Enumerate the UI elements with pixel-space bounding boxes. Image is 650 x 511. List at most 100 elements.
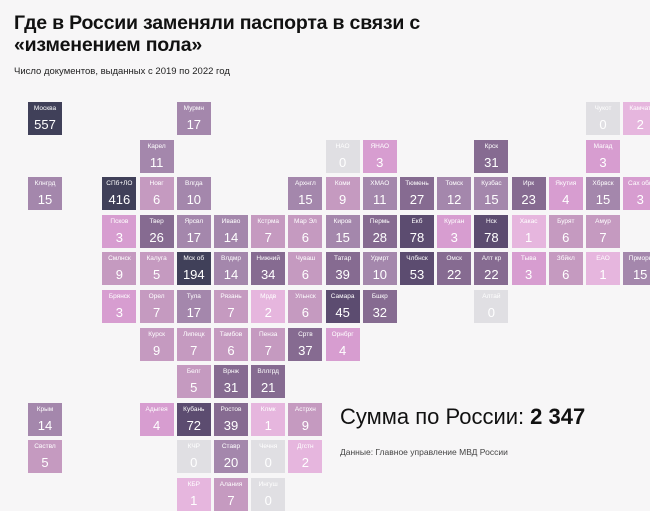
region-name: Адыгея bbox=[145, 405, 168, 413]
region-tile: Коми 9 bbox=[325, 177, 360, 211]
region-name: Курск bbox=[148, 330, 165, 338]
region-tile: Тамбов 6 bbox=[214, 327, 248, 361]
region-name: Белг bbox=[186, 368, 201, 376]
region-tile: Хакас 1 bbox=[511, 214, 546, 248]
region-name: Смлнск bbox=[108, 255, 131, 263]
region-value: 45 bbox=[335, 305, 350, 320]
region-value: 7 bbox=[227, 305, 235, 320]
region-name: КЧР bbox=[187, 443, 201, 451]
region-tile: КЧР 0 bbox=[176, 440, 211, 474]
region-value: 3 bbox=[115, 229, 123, 245]
region-name: Рязань bbox=[220, 293, 242, 300]
region-value: 6 bbox=[301, 229, 309, 245]
region-name: Збйкл bbox=[556, 255, 575, 263]
region-value: 26 bbox=[149, 229, 164, 245]
region-name: Новг bbox=[149, 180, 164, 188]
region-tile: Крск 31 bbox=[474, 139, 509, 173]
region-name: Коми bbox=[334, 180, 351, 188]
region-tile: Збйкл 6 bbox=[548, 252, 583, 286]
region-tile: Иваво 14 bbox=[214, 214, 248, 248]
region-value: 3 bbox=[524, 267, 533, 283]
region-name: Мрдв bbox=[260, 293, 277, 300]
region-value: 0 bbox=[190, 455, 198, 471]
region-name: Екб bbox=[411, 217, 423, 225]
region-name: Псков bbox=[110, 217, 129, 225]
region-name: Алтай bbox=[482, 293, 501, 300]
page-subtitle: Число документов, выданных с 2019 по 202… bbox=[14, 66, 230, 77]
region-tile: Вллгрд 21 bbox=[251, 365, 286, 399]
region-value: 72 bbox=[186, 417, 202, 433]
region-value: 7 bbox=[152, 305, 161, 320]
region-tile: Кубань 72 bbox=[176, 402, 211, 436]
region-name: Курган bbox=[444, 217, 465, 225]
region-value: 9 bbox=[301, 417, 309, 433]
region-name: Свствл bbox=[34, 443, 56, 451]
region-value: 3 bbox=[376, 154, 384, 170]
region-tile: Бшкр 32 bbox=[362, 290, 397, 323]
region-name: Хбрвск bbox=[592, 180, 614, 188]
region-tile: Тыва 3 bbox=[511, 252, 546, 286]
region-name: НАО bbox=[335, 142, 350, 150]
region-value: 3 bbox=[599, 154, 607, 170]
region-name: Хакас bbox=[519, 217, 538, 225]
region-tile: Сртв 37 bbox=[288, 327, 323, 361]
region-value: 6 bbox=[562, 229, 570, 245]
region-tile: Курган 3 bbox=[437, 214, 472, 248]
region-value: 0 bbox=[338, 154, 347, 170]
region-name: Клнгрд bbox=[34, 180, 56, 188]
region-name: СПб+ЛО bbox=[106, 180, 133, 188]
page-title: Где в России заменяли паспорта в связи с… bbox=[14, 12, 421, 56]
region-name: Нск bbox=[485, 217, 497, 225]
region-tile: Архнгл 15 bbox=[288, 177, 323, 211]
region-value: 21 bbox=[260, 380, 276, 396]
region-value: 22 bbox=[484, 267, 499, 283]
region-value: 34 bbox=[260, 267, 276, 283]
region-tile: Ульнск 6 bbox=[288, 290, 323, 323]
region-value: 6 bbox=[227, 342, 235, 358]
region-tile: Липецк 7 bbox=[176, 327, 211, 361]
region-tile: Алтай 0 bbox=[474, 290, 509, 323]
region-tile: ЕАО 1 bbox=[586, 252, 620, 286]
region-value: 1 bbox=[190, 493, 198, 508]
region-name: Киров bbox=[333, 217, 352, 225]
region-tile: Ярсвл 17 bbox=[176, 214, 211, 248]
region-name: Магад bbox=[593, 142, 613, 150]
region-name: Чечня bbox=[259, 443, 278, 451]
region-name: Тамбов bbox=[219, 330, 243, 338]
region-value: 39 bbox=[335, 267, 350, 283]
region-value: 4 bbox=[338, 342, 347, 358]
region-value: 7 bbox=[264, 229, 272, 245]
region-value: 32 bbox=[372, 305, 388, 320]
region-value: 9 bbox=[338, 192, 347, 208]
region-name: Кубань bbox=[183, 405, 205, 413]
region-name: Орел bbox=[148, 293, 165, 300]
region-tile: Белг 5 bbox=[176, 365, 211, 399]
region-tile: Врнж 31 bbox=[214, 365, 248, 399]
region-tile: Твер 26 bbox=[139, 214, 174, 248]
region-name: Амур bbox=[595, 217, 611, 225]
region-value: 28 bbox=[372, 229, 388, 245]
region-name: Влдмр bbox=[220, 255, 241, 263]
region-name: Камчат bbox=[629, 105, 650, 112]
region-tile: Ингуш 0 bbox=[251, 478, 286, 511]
region-value: 14 bbox=[223, 267, 239, 283]
region-name: ЯНАО bbox=[370, 142, 390, 150]
region-tile: СПб+ЛО 416 bbox=[102, 177, 137, 211]
region-value: 0 bbox=[487, 305, 495, 320]
region-tile: Удмрт 10 bbox=[362, 252, 397, 286]
region-tile: Мрдв 2 bbox=[251, 290, 286, 323]
region-value: 27 bbox=[409, 192, 425, 208]
region-value: 15 bbox=[335, 229, 350, 245]
region-tile: Чукот 0 bbox=[586, 102, 620, 135]
region-tile: Тула 17 bbox=[176, 290, 211, 323]
region-tile: Рязань 7 bbox=[214, 290, 248, 323]
region-tile: Ставр 20 bbox=[214, 440, 248, 474]
region-tile: Камчат 2 bbox=[623, 102, 650, 135]
region-name: Алания bbox=[219, 481, 243, 488]
region-value: 3 bbox=[115, 305, 123, 320]
region-value: 0 bbox=[264, 455, 272, 471]
region-value: 5 bbox=[190, 380, 198, 396]
region-tile: Мурмн 17 bbox=[176, 102, 211, 135]
region-name: Иваво bbox=[221, 217, 241, 225]
region-value: 53 bbox=[409, 267, 425, 283]
